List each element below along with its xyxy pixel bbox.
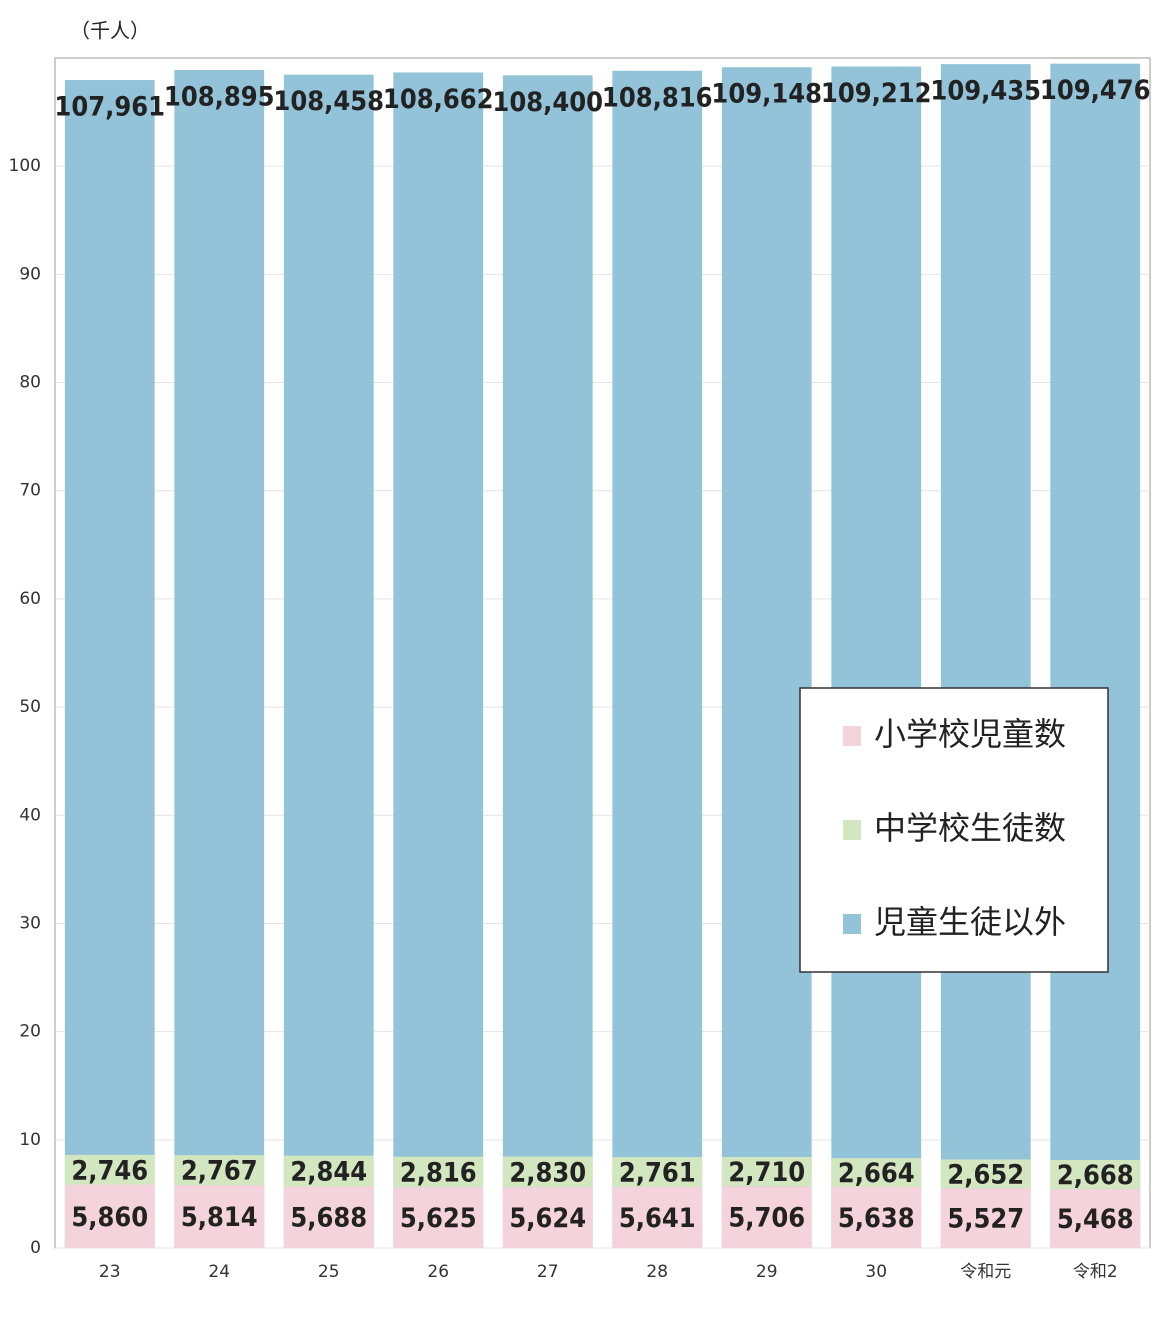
value-label: 2,761 — [619, 1158, 696, 1189]
bar-segment — [174, 69, 265, 1248]
x-tick-label: 29 — [756, 1262, 778, 1282]
value-label: 5,624 — [509, 1203, 586, 1234]
bar-segment — [940, 1159, 1031, 1189]
bar-segment — [1050, 1188, 1141, 1248]
value-label: 5,625 — [400, 1203, 477, 1234]
value-label: 5,706 — [728, 1203, 805, 1234]
x-tick-label: 30 — [865, 1262, 887, 1282]
bar-segment — [721, 1156, 812, 1187]
value-label: 5,468 — [1057, 1204, 1134, 1235]
value-label: 5,860 — [71, 1202, 148, 1233]
legend-label: 小学校児童数 — [874, 715, 1066, 753]
legend-swatch — [843, 726, 861, 746]
value-label: 109,476 — [1040, 75, 1151, 106]
y-tick-label: 100 — [9, 156, 41, 176]
value-label: 108,895 — [164, 81, 275, 112]
bar-segment — [393, 72, 484, 1248]
value-label: 108,816 — [602, 82, 713, 113]
bar-segment — [502, 1187, 593, 1248]
bar-segment — [393, 1187, 484, 1248]
bar-segment — [64, 80, 155, 1249]
y-tick-label: 70 — [19, 481, 41, 501]
bar-segment — [64, 1184, 155, 1248]
value-label: 5,814 — [181, 1202, 258, 1233]
bar-segment — [1050, 63, 1141, 1249]
x-tick-label: 27 — [537, 1262, 559, 1282]
bar-segment — [831, 1158, 922, 1188]
bar-segment — [393, 1156, 484, 1188]
value-label: 108,458 — [273, 86, 384, 117]
value-label: 107,961 — [54, 92, 165, 123]
value-label: 2,710 — [728, 1157, 805, 1188]
y-tick-label: 30 — [19, 913, 41, 933]
bar-segment — [1050, 1159, 1141, 1189]
value-label: 2,664 — [838, 1158, 915, 1189]
bar-segment — [831, 1187, 922, 1248]
bar-segment — [612, 1186, 703, 1248]
y-tick-label: 60 — [19, 589, 41, 609]
x-tick-label: 令和元 — [960, 1262, 1011, 1282]
x-tick-label: 令和2 — [1073, 1262, 1118, 1282]
bar-segment — [612, 1157, 703, 1187]
y-tick-label: 50 — [19, 697, 41, 717]
value-label: 2,652 — [947, 1159, 1024, 1190]
y-tick-label: 80 — [19, 373, 41, 393]
value-label: 5,638 — [838, 1203, 915, 1234]
bar-segment — [174, 1185, 265, 1248]
value-label: 108,662 — [383, 84, 494, 115]
value-label: 5,527 — [947, 1204, 1024, 1235]
legend-swatch — [843, 820, 861, 840]
value-label: 2,830 — [509, 1157, 586, 1188]
bar-segment — [721, 67, 812, 1249]
legend-label: 中学校生徒数 — [874, 809, 1066, 847]
bar-segment — [174, 1155, 265, 1186]
bar-segment — [502, 1156, 593, 1188]
value-label: 5,641 — [619, 1203, 696, 1234]
value-label: 2,816 — [400, 1157, 477, 1188]
y-tick-label: 20 — [19, 1022, 41, 1042]
x-tick-label: 23 — [99, 1262, 121, 1282]
legend-swatch — [843, 914, 861, 934]
value-label: 109,212 — [821, 78, 932, 109]
value-label: 2,844 — [290, 1157, 367, 1188]
bar-segment — [940, 1188, 1031, 1248]
bar-segment — [64, 1154, 155, 1185]
bar-segment — [283, 1186, 374, 1248]
bar-segment — [612, 70, 703, 1249]
value-label: 108,400 — [492, 87, 603, 118]
value-label: 109,148 — [711, 79, 822, 110]
y-tick-label: 40 — [19, 805, 41, 825]
legend-label: 児童生徒以外 — [874, 903, 1066, 941]
x-tick-label: 26 — [427, 1262, 449, 1282]
bar-segment — [831, 66, 922, 1248]
y-tick-label: 90 — [19, 264, 41, 284]
bar-segment — [721, 1186, 812, 1248]
bar-segment — [502, 75, 593, 1249]
value-label: 2,668 — [1057, 1160, 1134, 1191]
x-tick-label: 25 — [318, 1262, 340, 1282]
bar-segment — [283, 74, 374, 1248]
bar-segment — [283, 1155, 374, 1187]
y-tick-label: 0 — [30, 1238, 41, 1258]
value-label: 2,746 — [71, 1155, 148, 1186]
value-label: 2,767 — [181, 1156, 258, 1187]
y-tick-label: 10 — [19, 1130, 41, 1150]
x-tick-label: 24 — [208, 1262, 230, 1282]
value-label: 109,435 — [930, 76, 1041, 107]
value-label: 5,688 — [290, 1203, 367, 1234]
x-tick-label: 28 — [646, 1262, 668, 1282]
unit-label: （千人） — [70, 19, 150, 43]
bar-segment — [940, 64, 1031, 1248]
